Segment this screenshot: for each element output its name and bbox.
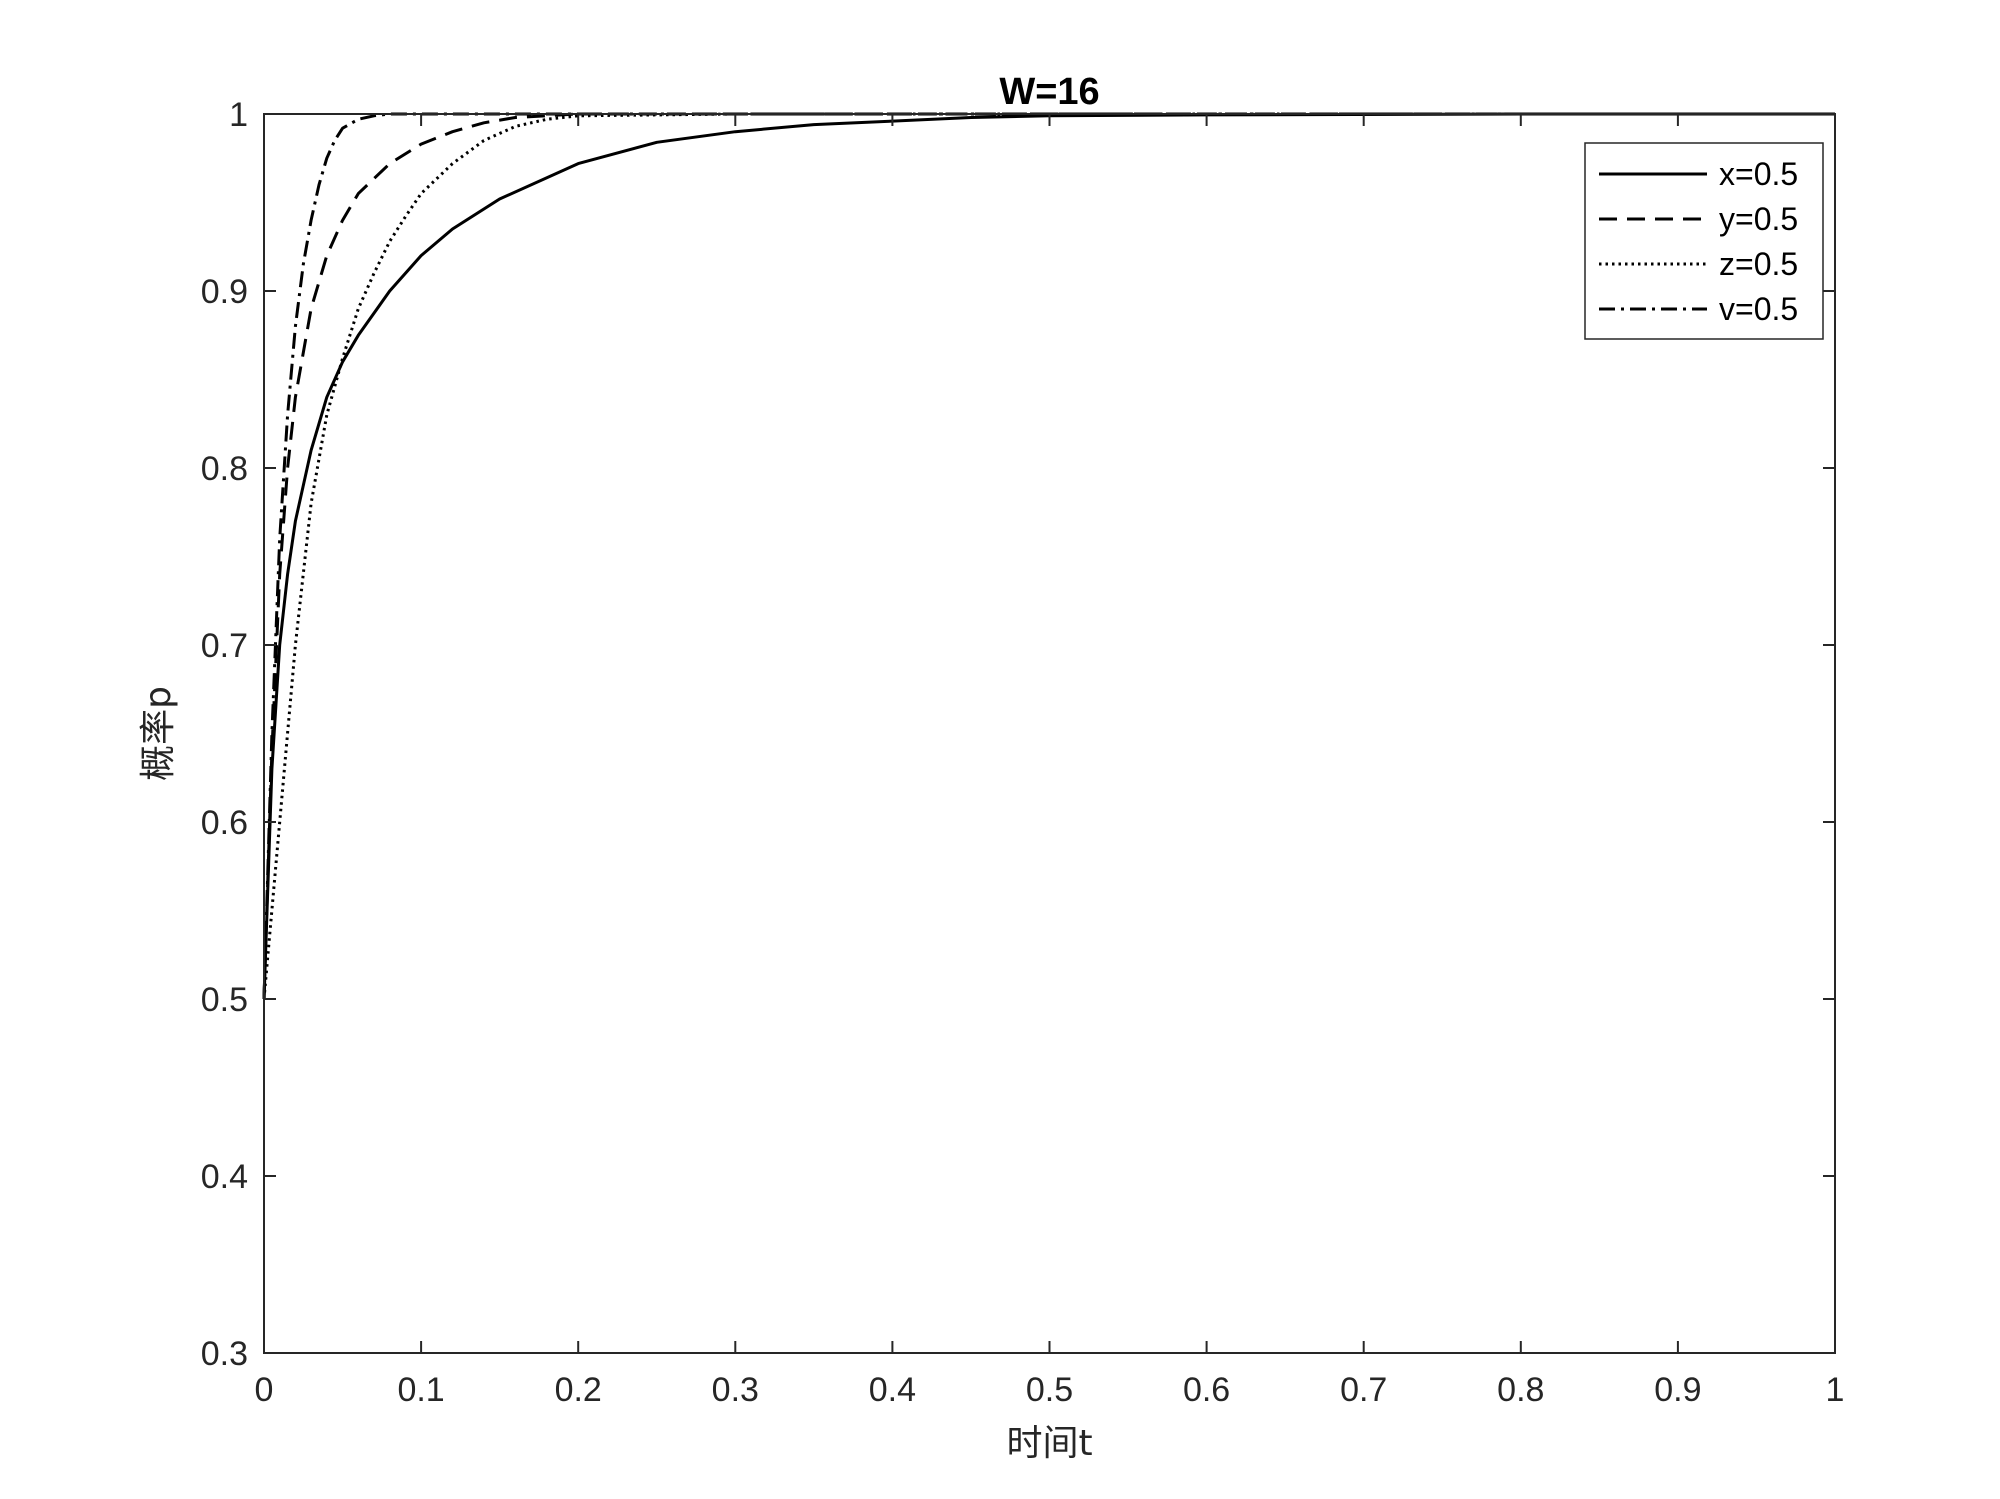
plot-area — [264, 114, 1835, 1353]
legend-label-1: x=0.5 — [1719, 156, 1798, 192]
ticks-layer: 0 0.1 0.2 0.3 0.4 0.5 0.6 0.7 0.8 0.9 1 0.3 0.4 0.5 0.… — [201, 96, 1845, 1409]
legend-label-4: v=0.5 — [1719, 291, 1798, 327]
x-tick-label: 0.9 — [1654, 1371, 1701, 1409]
x-tick-label: 0.2 — [555, 1371, 602, 1409]
y-tick-label: 0.7 — [201, 627, 248, 665]
x-tick-label: 1 — [1826, 1371, 1845, 1409]
x-tick-label: 0.5 — [1026, 1371, 1073, 1409]
y-tick-label: 1 — [229, 96, 248, 134]
y-tick-label: 0.4 — [201, 1158, 248, 1196]
legend: x=0.5 y=0.5 z=0.5 v=0.5 — [1584, 142, 1824, 340]
x-tick-label: 0.1 — [397, 1371, 444, 1409]
legend-label-3: z=0.5 — [1719, 246, 1798, 282]
y-tick-label: 0.9 — [201, 273, 248, 311]
y-tick-label: 0.8 — [201, 450, 248, 488]
x-tick-label: 0.7 — [1340, 1371, 1387, 1409]
y-tick-label: 0.6 — [201, 804, 248, 842]
x-tick-label: 0 — [255, 1371, 274, 1409]
x-tick-label: 0.6 — [1183, 1371, 1230, 1409]
y-axis-label: 概率p — [138, 686, 179, 781]
x-tick-label: 0.4 — [869, 1371, 916, 1409]
y-tick-label: 0.5 — [201, 981, 248, 1019]
legend-label-2: y=0.5 — [1719, 201, 1798, 237]
series-line-2 — [262, 112, 1835, 1000]
series-layer — [262, 112, 1835, 1000]
series-line-4 — [262, 112, 1835, 1000]
chart-title: W=16 — [999, 71, 1099, 113]
series-line-1 — [262, 112, 1835, 1000]
y-tick-label: 0.3 — [201, 1335, 248, 1373]
x-axis-label: 时间t — [1006, 1423, 1092, 1464]
legend-box — [1584, 142, 1824, 340]
x-tick-label: 0.8 — [1497, 1371, 1544, 1409]
x-tick-label: 0.3 — [712, 1371, 759, 1409]
